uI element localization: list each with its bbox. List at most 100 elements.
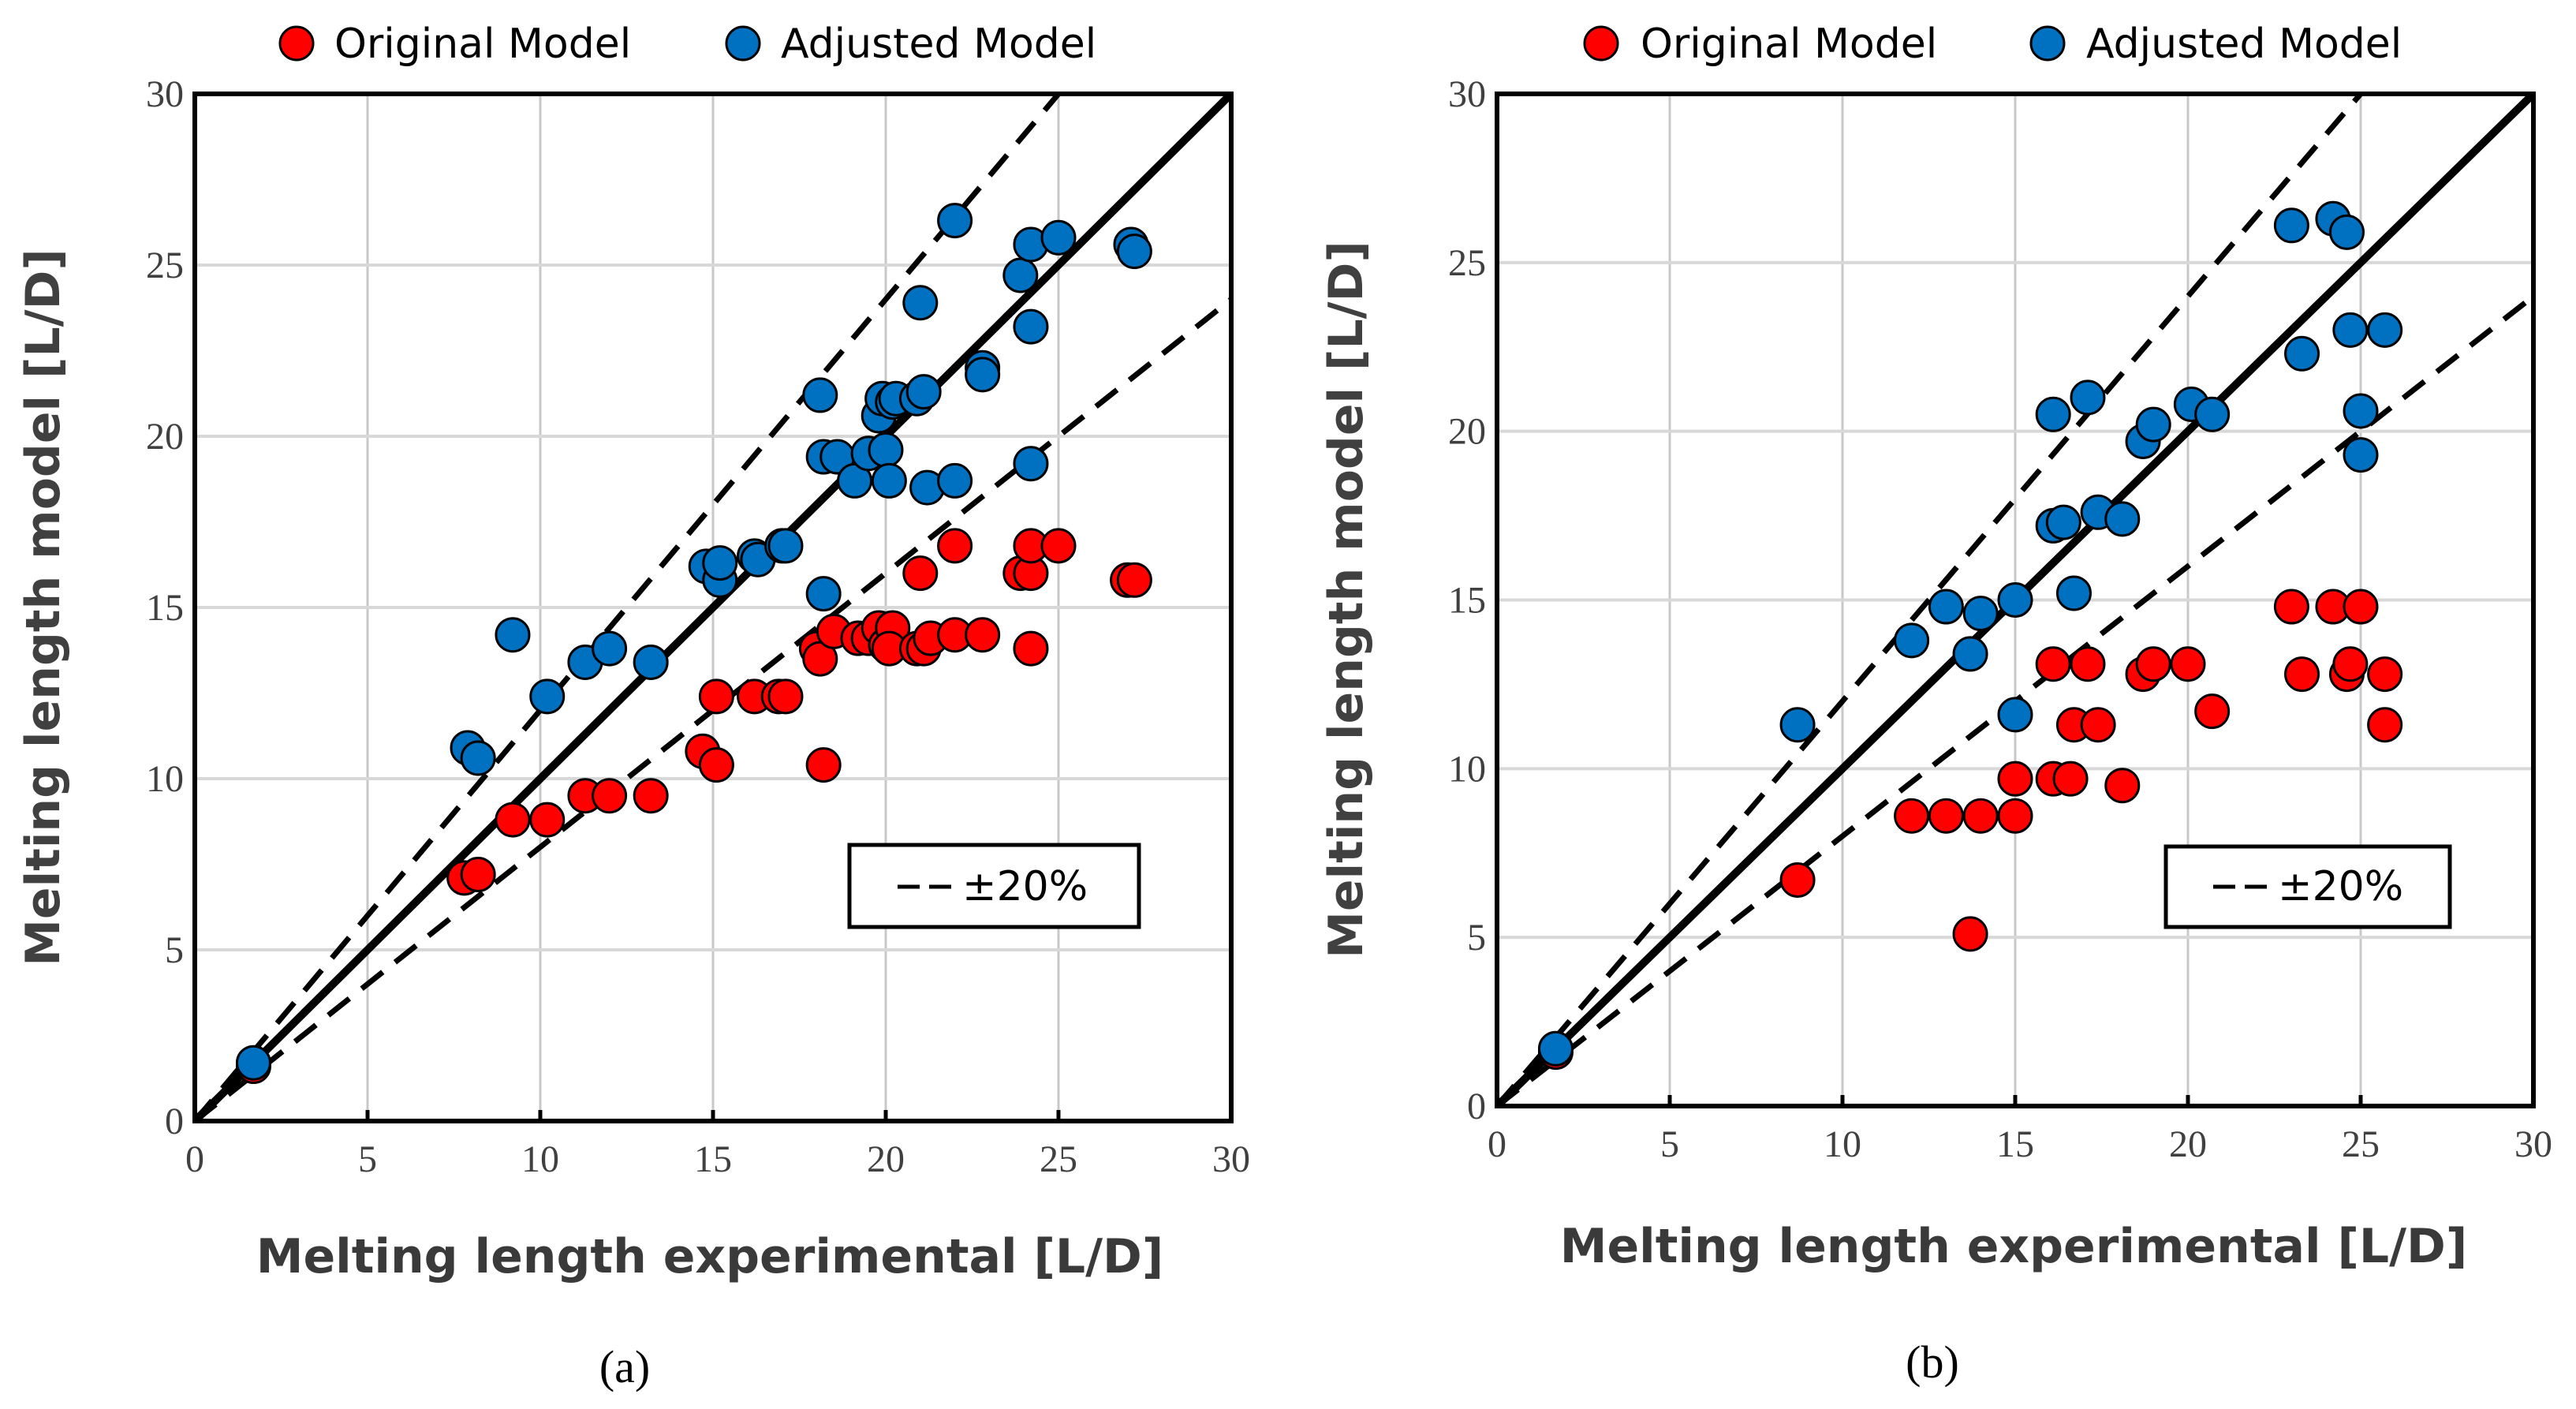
point-a-original-3 (495, 802, 531, 838)
x-tick-label-a-1: 5 (358, 1138, 377, 1180)
y-ticks-a: 0 5 10 15 20 25 30 (146, 73, 184, 1142)
point-a-original-25 (902, 555, 939, 592)
point-a-adjusted-32 (937, 462, 973, 499)
point-a-original-9 (698, 747, 734, 783)
legend-b-adjusted-marker (2029, 25, 2066, 62)
x-tick-label-b-3: 15 (1996, 1123, 2034, 1165)
point-b-original-17 (2170, 646, 2206, 682)
x-tick-label-b-2: 10 (1824, 1123, 1861, 1165)
point-a-adjusted-3 (495, 617, 531, 653)
point-b-original-6 (1997, 798, 2033, 834)
point-b-adjusted-2 (1894, 622, 1930, 659)
point-a-adjusted-31 (937, 203, 973, 239)
point-b-adjusted-23 (2332, 312, 2369, 348)
y-tick-label-b-6: 30 (1448, 73, 1486, 115)
y-tick-label-a-5: 25 (146, 245, 184, 286)
point-b-original-7 (1997, 761, 2033, 797)
x-tick-label-b-4: 20 (2169, 1123, 2207, 1165)
caption-b: (b) (1906, 1336, 1959, 1388)
point-b-original-3 (1928, 798, 1964, 834)
point-b-adjusted-25 (2343, 437, 2379, 473)
point-a-original-16 (805, 747, 842, 783)
x-tick-label-a-4: 20 (867, 1138, 905, 1180)
point-a-original-35 (1040, 528, 1077, 564)
plot-area-b (1495, 92, 2536, 1108)
point-b-adjusted-19 (2273, 207, 2309, 244)
point-a-adjusted-34 (965, 357, 1001, 393)
point-b-adjusted-14 (2104, 501, 2141, 537)
point-a-adjusted-38 (1013, 446, 1049, 482)
point-b-adjusted-26 (2367, 312, 2403, 348)
point-b-adjusted-24 (2343, 393, 2379, 429)
point-a-original-37 (1116, 562, 1152, 598)
x-tick-label-b-5: 25 (2342, 1123, 2380, 1165)
x-tick-label-a-3: 15 (694, 1138, 732, 1180)
y-tick-label-b-4: 20 (1448, 411, 1486, 453)
point-b-original-13 (2080, 707, 2116, 743)
reference-line-a-1 (195, 94, 1061, 1121)
point-b-original-4 (1952, 916, 1988, 952)
point-b-adjusted-5 (1962, 596, 1999, 632)
point-a-adjusted-17 (805, 576, 842, 612)
point-b-original-20 (2284, 656, 2320, 693)
x-tick-label-a-2: 10 (521, 1138, 559, 1180)
point-a-adjusted-29 (905, 374, 942, 410)
point-a-adjusted-10 (702, 545, 738, 581)
legend-a-original-marker (278, 25, 315, 62)
x-ticks-a: 0 5 10 15 20 25 30 (185, 1110, 1250, 1180)
y-tick-label-b-1: 5 (1467, 917, 1486, 959)
x-tick-label-b-1: 5 (1660, 1123, 1679, 1165)
point-a-original-6 (592, 778, 628, 814)
point-b-original-19 (2273, 589, 2309, 625)
panel-a: Original Model Adjusted Model 0 5 10 15 20 25… (16, 21, 1250, 1392)
point-a-original-7 (633, 778, 669, 814)
point-b-original-23 (2332, 646, 2369, 682)
point-b-adjusted-7 (1997, 697, 2033, 733)
point-b-adjusted-20 (2284, 335, 2320, 372)
point-b-original-9 (2035, 646, 2071, 682)
point-b-original-5 (1962, 798, 1999, 834)
point-b-adjusted-22 (2328, 214, 2365, 250)
y-tick-label-a-1: 5 (165, 929, 184, 971)
point-b-adjusted-0 (1537, 1030, 1574, 1067)
y-tick-label-a-3: 15 (146, 587, 184, 629)
point-b-adjusted-16 (2135, 406, 2171, 443)
point-a-adjusted-39 (1040, 219, 1077, 256)
point-a-original-4 (529, 802, 566, 838)
y-tick-label-b-0: 0 (1467, 1086, 1486, 1127)
y-tick-label-a-4: 20 (146, 416, 184, 458)
point-b-original-18 (2194, 693, 2231, 730)
legend-a-adjusted-marker (725, 25, 761, 62)
point-a-adjusted-35 (1002, 257, 1039, 293)
point-b-adjusted-6 (1997, 582, 2033, 618)
legend-b-adjusted-label: Adjusted Model (2086, 21, 2402, 68)
point-b-adjusted-9 (2035, 396, 2071, 432)
point-a-original-13 (767, 678, 804, 715)
y-ticks-b: 0 5 10 15 20 25 30 (1448, 73, 1486, 1127)
point-b-original-2 (1894, 798, 1930, 834)
point-a-original-29 (937, 528, 973, 564)
point-b-adjusted-12 (2070, 379, 2106, 416)
annotation-b-label: ±20% (2278, 863, 2403, 910)
point-a-adjusted-0 (235, 1045, 271, 1081)
point-a-adjusted-41 (1116, 234, 1152, 270)
y-tick-label-b-3: 15 (1448, 580, 1486, 622)
x-tick-label-b-0: 0 (1488, 1123, 1506, 1165)
annotation-b: ±20% (2163, 844, 2452, 929)
point-b-adjusted-1 (1779, 707, 1816, 743)
point-a-adjusted-28 (902, 285, 939, 321)
reference-line-b-1 (1497, 94, 2363, 1106)
point-a-adjusted-23 (868, 432, 904, 468)
y-tick-label-b-2: 10 (1448, 748, 1486, 790)
point-b-original-1 (1779, 861, 1816, 898)
point-a-original-10 (698, 678, 734, 715)
point-b-original-26 (2367, 707, 2403, 743)
point-a-adjusted-7 (633, 644, 669, 680)
legend-a-adjusted-label: Adjusted Model (781, 21, 1096, 68)
point-b-original-16 (2135, 646, 2171, 682)
point-b-adjusted-3 (1928, 589, 1964, 625)
x-axis-title-a: Melting length experimental [L/D] (256, 1229, 1164, 1284)
x-axis-title-b: Melting length experimental [L/D] (1560, 1219, 2468, 1274)
panel-b: Original Model Adjusted Model 0 5 10 15 20 25… (1319, 21, 2552, 1388)
